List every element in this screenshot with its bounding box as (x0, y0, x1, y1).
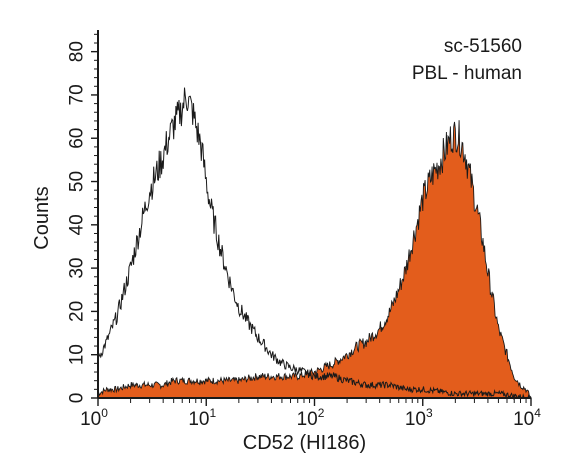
x-tick-exponent: 4 (534, 406, 541, 420)
x-axis-title: CD52 (HI186) (243, 432, 366, 454)
y-tick-label: 70 (67, 84, 88, 105)
x-tick-label: 104 (513, 406, 541, 430)
y-tick-label: 0 (67, 393, 88, 404)
y-tick-label: 80 (67, 41, 88, 62)
y-tick-label: 50 (67, 171, 88, 192)
annotation-sample: PBL - human (412, 63, 522, 84)
series-1-filled-area (97, 120, 532, 399)
y-tick-label: 60 (67, 128, 88, 149)
x-tick-base: 10 (405, 409, 426, 430)
x-tick-exponent: 1 (209, 406, 216, 420)
x-tick-label: 101 (188, 406, 216, 430)
y-tick-label: 30 (67, 258, 88, 279)
axis-ticks (91, 33, 532, 406)
x-tick-exponent: 3 (426, 406, 433, 420)
x-tick-exponent: 0 (101, 406, 108, 420)
y-tick-label: 10 (67, 344, 88, 365)
x-tick-base: 10 (80, 409, 101, 430)
x-tick-base: 10 (188, 409, 209, 430)
plot-area (97, 87, 532, 400)
annotation-antibody: sc-51560 (444, 36, 522, 57)
x-tick-label: 103 (405, 406, 433, 430)
x-tick-base: 10 (513, 409, 534, 430)
y-tick-label: 20 (67, 301, 88, 322)
series-0-outline (97, 87, 531, 400)
x-tick-label: 100 (80, 406, 108, 430)
y-tick-label: 40 (67, 214, 88, 235)
x-tick-label: 102 (297, 406, 325, 430)
x-tick-exponent: 2 (318, 406, 325, 420)
y-axis-title: Counts (31, 186, 53, 249)
x-tick-base: 10 (297, 409, 318, 430)
